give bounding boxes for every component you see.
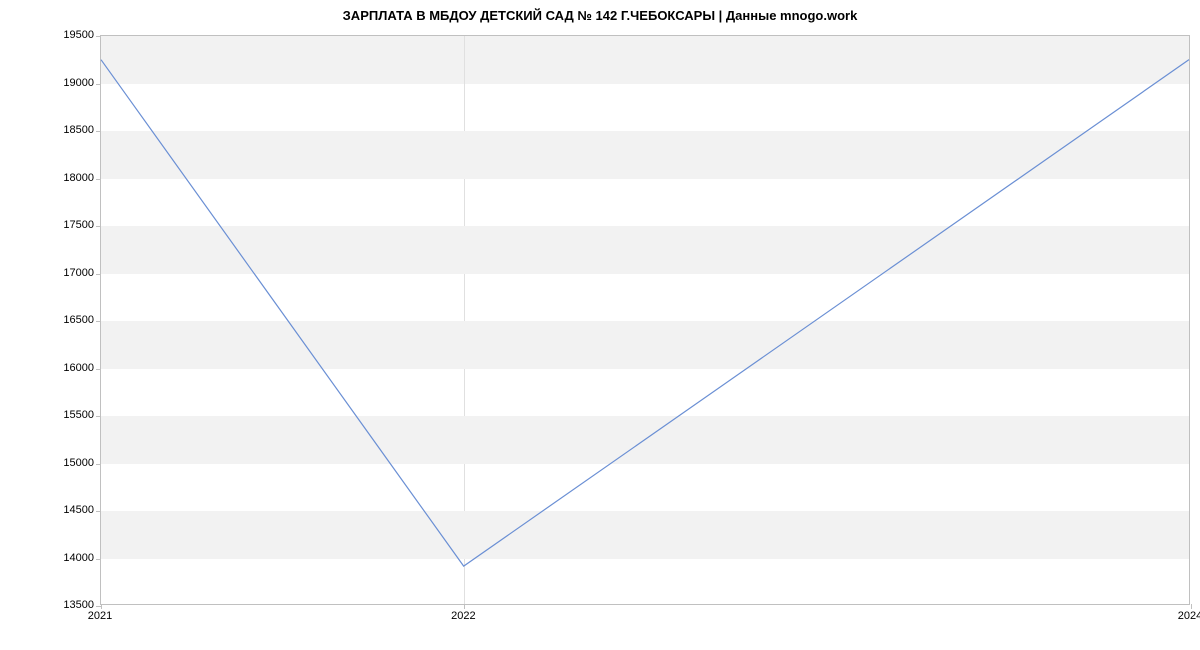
y-tick-label: 17500 bbox=[63, 219, 94, 231]
y-tick-label: 18500 bbox=[63, 124, 94, 136]
y-tick-mark bbox=[96, 464, 101, 465]
y-tick-mark bbox=[96, 226, 101, 227]
x-tick-label: 2022 bbox=[451, 610, 475, 622]
y-tick-label: 17000 bbox=[63, 267, 94, 279]
x-tick-mark bbox=[101, 604, 102, 609]
y-tick-label: 16500 bbox=[63, 314, 94, 326]
x-tick-mark bbox=[464, 604, 465, 609]
y-tick-mark bbox=[96, 131, 101, 132]
y-tick-label: 15000 bbox=[63, 457, 94, 469]
x-tick-mark bbox=[1191, 604, 1192, 609]
series-line-salary bbox=[101, 60, 1189, 566]
y-tick-mark bbox=[96, 36, 101, 37]
y-tick-label: 19000 bbox=[63, 77, 94, 89]
y-tick-mark bbox=[96, 511, 101, 512]
chart-title: ЗАРПЛАТА В МБДОУ ДЕТСКИЙ САД № 142 Г.ЧЕБ… bbox=[0, 8, 1200, 23]
y-tick-label: 19500 bbox=[63, 29, 94, 41]
plot-area bbox=[100, 35, 1190, 605]
y-tick-mark bbox=[96, 321, 101, 322]
y-tick-mark bbox=[96, 369, 101, 370]
y-tick-mark bbox=[96, 179, 101, 180]
y-tick-label: 15500 bbox=[63, 409, 94, 421]
x-tick-label: 2021 bbox=[88, 610, 112, 622]
y-tick-mark bbox=[96, 416, 101, 417]
y-tick-label: 14500 bbox=[63, 504, 94, 516]
y-tick-label: 18000 bbox=[63, 172, 94, 184]
y-tick-mark bbox=[96, 274, 101, 275]
line-layer bbox=[101, 36, 1189, 604]
y-tick-mark bbox=[96, 84, 101, 85]
x-tick-label: 2024 bbox=[1178, 610, 1200, 622]
y-tick-label: 16000 bbox=[63, 362, 94, 374]
y-tick-label: 14000 bbox=[63, 552, 94, 564]
y-tick-mark bbox=[96, 559, 101, 560]
